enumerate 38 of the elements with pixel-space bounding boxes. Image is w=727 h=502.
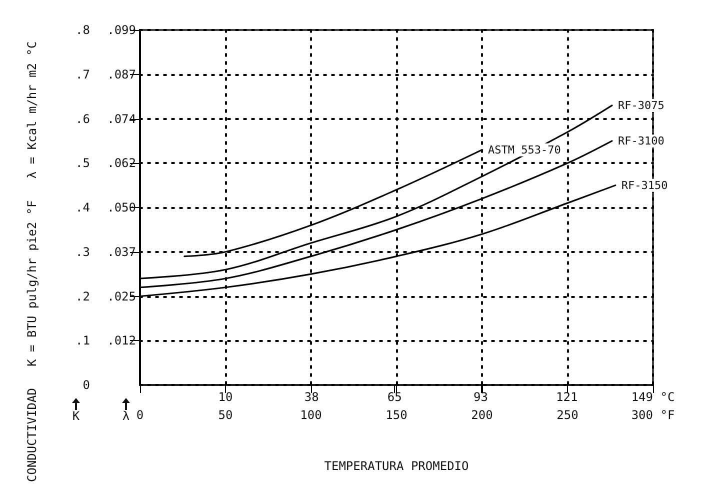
series-label: RF-3150 bbox=[621, 178, 668, 192]
x2-tick-label: 38 bbox=[304, 390, 319, 404]
y2-tick-label: .074 bbox=[107, 112, 136, 126]
text: λ bbox=[121, 409, 131, 423]
y-tick-label: .8 bbox=[76, 23, 90, 37]
x-axis-title: TEMPERATURA PROMEDIO bbox=[324, 459, 469, 473]
x-tick-label: 150 bbox=[386, 408, 408, 422]
y-tick-label: .4 bbox=[76, 200, 90, 214]
text: K bbox=[71, 409, 81, 423]
y2-tick-label: .062 bbox=[107, 156, 136, 170]
x2-tick-label: 149 °C bbox=[631, 390, 675, 404]
y2-tick-label: .025 bbox=[107, 289, 136, 304]
series-label: ASTM 553-70 bbox=[488, 143, 561, 156]
x-tick-label: 250 bbox=[556, 408, 578, 422]
y2-tick-label: .012 bbox=[107, 334, 136, 348]
y2-tick-label: .099 bbox=[107, 23, 136, 37]
y2-tick-label: .037 bbox=[107, 244, 136, 259]
y-tick-label: .1 bbox=[76, 334, 90, 348]
series-label: RF-3100 bbox=[618, 134, 664, 148]
y-tick-label: 0 bbox=[82, 378, 90, 392]
y-tick-label: .5 bbox=[76, 156, 90, 170]
y-tick-label: .6 bbox=[76, 112, 90, 126]
y2-tick-label: .087 bbox=[107, 67, 136, 82]
x2-tick-label: 93 bbox=[474, 390, 488, 404]
y2-tick-label: .050 bbox=[107, 200, 136, 214]
x2-tick-label: 65 bbox=[387, 390, 402, 404]
x-tick-label: 0 bbox=[136, 408, 144, 422]
y-tick-label: .2 bbox=[76, 289, 90, 304]
y-tick-label: .3 bbox=[76, 244, 90, 259]
series-label: RF-3075 bbox=[618, 98, 664, 112]
x-tick-label: 50 bbox=[218, 408, 233, 422]
x-tick-label: 100 bbox=[300, 408, 322, 422]
x2-tick-label: 10 bbox=[218, 390, 233, 404]
y-tick-label: .7 bbox=[76, 67, 90, 82]
y-axis-title: CONDUCTIVIDAD K = BTU pulg/hr pie2 °F λ = Kcal m/hr m2 °C bbox=[25, 41, 39, 482]
x2-tick-label: 121 bbox=[556, 390, 578, 404]
x-tick-label: 300 °F bbox=[631, 408, 675, 422]
x-tick-label: 200 bbox=[471, 408, 493, 422]
